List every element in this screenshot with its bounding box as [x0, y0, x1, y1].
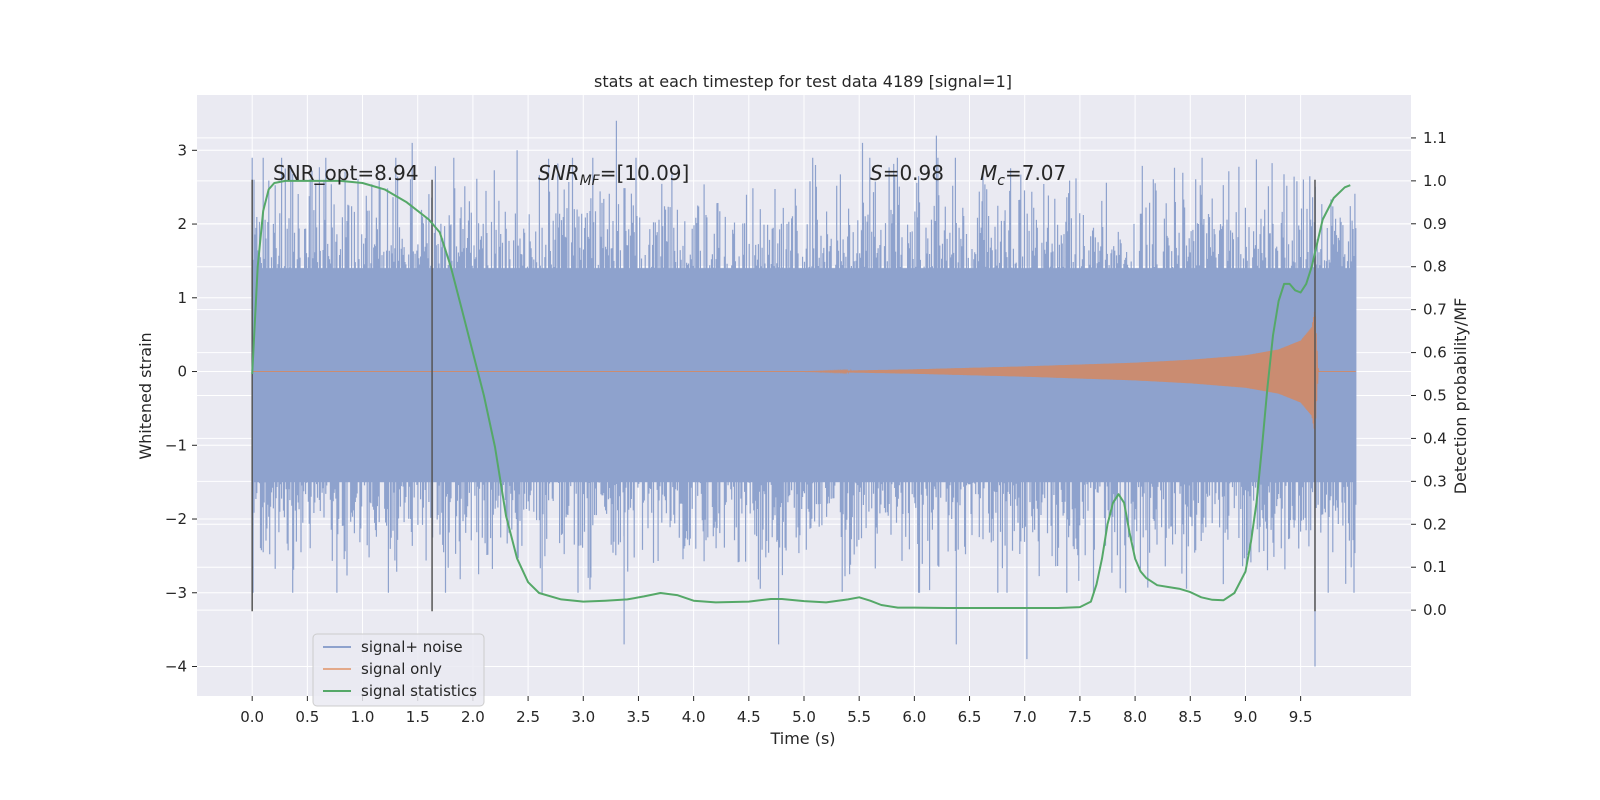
x-tick-label: 0.0: [240, 708, 264, 726]
legend-label-signal-only: signal only: [361, 660, 442, 678]
y2-tick-label: 0.3: [1423, 472, 1447, 490]
x-tick-label: 9.5: [1289, 708, 1313, 726]
annotation-mc-sub: c: [997, 173, 1005, 189]
y-tick-label: −1: [165, 436, 187, 454]
y2-axis-ticks: 0.0 0.1 0.2 0.3 0.4 0.5 0.6 0.7 0.8 0.9 1.0 1.1: [1411, 129, 1447, 619]
annotation-snr-opt: SNR_opt=8.94: [273, 161, 419, 185]
y2-tick-label: 0.9: [1423, 215, 1447, 233]
annotation-snr-mf-sub: MF: [580, 173, 601, 189]
y-tick-label: 2: [177, 215, 187, 233]
x-tick-label: 4.0: [682, 708, 706, 726]
legend-label-signal-noise: signal+ noise: [361, 638, 463, 656]
x-tick-label: 9.0: [1234, 708, 1258, 726]
annotation-snr-mf: SNRMF=[10.09]: [538, 161, 689, 189]
x-tick-label: 5.0: [792, 708, 816, 726]
x-tick-label: 8.0: [1123, 708, 1147, 726]
annotation-s-value: =0.98: [883, 161, 944, 185]
x-tick-label: 7.5: [1068, 708, 1092, 726]
x-tick-label: 1.5: [406, 708, 430, 726]
x-tick-label: 7.0: [1013, 708, 1037, 726]
annotation-s-label: S: [870, 161, 883, 185]
y2-axis-label: Detection probability/MF: [1451, 298, 1470, 495]
x-tick-label: 6.0: [902, 708, 926, 726]
x-tick-label: 0.5: [295, 708, 319, 726]
y2-tick-label: 0.5: [1423, 387, 1447, 405]
y2-tick-label: 0.6: [1423, 344, 1447, 362]
annotation-s: S=0.98: [870, 161, 944, 185]
signal-only-trace: [252, 311, 1356, 434]
y-tick-label: 1: [177, 289, 187, 307]
x-tick-label: 6.5: [958, 708, 982, 726]
signal-statistics-line: [251, 179, 1351, 609]
y-tick-label: −4: [165, 658, 187, 676]
annotation-mc: Mc=7.07: [980, 161, 1066, 189]
y-tick-label: −3: [165, 584, 187, 602]
y-axis-ticks: −4 −3 −2 −1 0 1 2 3: [165, 141, 197, 676]
annotation-mc-value: =7.07: [1005, 161, 1066, 185]
x-tick-label: 4.5: [737, 708, 761, 726]
x-tick-label: 5.5: [847, 708, 871, 726]
x-axis-ticks: 0.0 0.5 1.0 1.5 2.0 2.5 3.0 3.5 4.0 4.5 5.0 5.5 6.0 6…: [240, 696, 1313, 726]
annotation-snr-mf-value: =[10.09]: [600, 161, 690, 185]
series-signal-statistics: [251, 179, 1351, 609]
x-tick-label: 3.5: [627, 708, 651, 726]
x-tick-label: 3.0: [571, 708, 595, 726]
y2-tick-label: 0.7: [1423, 301, 1447, 319]
legend-box: [312, 633, 485, 707]
annotation-mc-main: M: [980, 161, 997, 185]
y2-tick-label: 0.2: [1423, 515, 1447, 533]
annotation-snr-mf-main: SNR: [538, 161, 580, 185]
x-tick-label: 1.0: [351, 708, 375, 726]
series-signal-only: [252, 311, 1356, 434]
y2-tick-label: 0.8: [1423, 258, 1447, 276]
y2-tick-label: 1.1: [1423, 129, 1447, 147]
y-axis-label: Whitened strain: [136, 332, 155, 459]
y-tick-label: −2: [165, 510, 187, 528]
x-axis-label: Time (s): [769, 729, 835, 748]
y2-tick-label: 0.4: [1423, 429, 1447, 447]
legend: signal+ noise signal only signal statist…: [312, 633, 485, 707]
chart-title: stats at each timestep for test data 418…: [594, 72, 1012, 91]
x-tick-label: 8.5: [1178, 708, 1202, 726]
y2-tick-label: 1.0: [1423, 172, 1447, 190]
x-tick-label: 2.0: [461, 708, 485, 726]
y-tick-label: 0: [177, 363, 187, 381]
y2-tick-label: 0.0: [1423, 601, 1447, 619]
x-tick-label: 2.5: [516, 708, 540, 726]
legend-label-signal-statistics: signal statistics: [361, 682, 477, 700]
y2-tick-label: 0.1: [1423, 558, 1447, 576]
y-tick-label: 3: [177, 141, 187, 159]
